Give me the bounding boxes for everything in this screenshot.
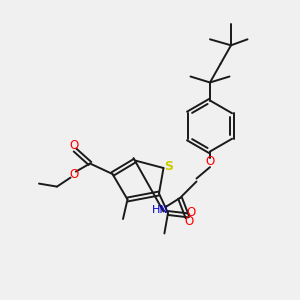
Text: O: O — [187, 206, 196, 220]
Text: HN: HN — [152, 205, 169, 215]
Text: O: O — [69, 139, 78, 152]
Text: S: S — [164, 160, 173, 173]
Text: O: O — [184, 214, 194, 228]
Text: O: O — [69, 167, 78, 181]
Text: O: O — [206, 155, 214, 169]
